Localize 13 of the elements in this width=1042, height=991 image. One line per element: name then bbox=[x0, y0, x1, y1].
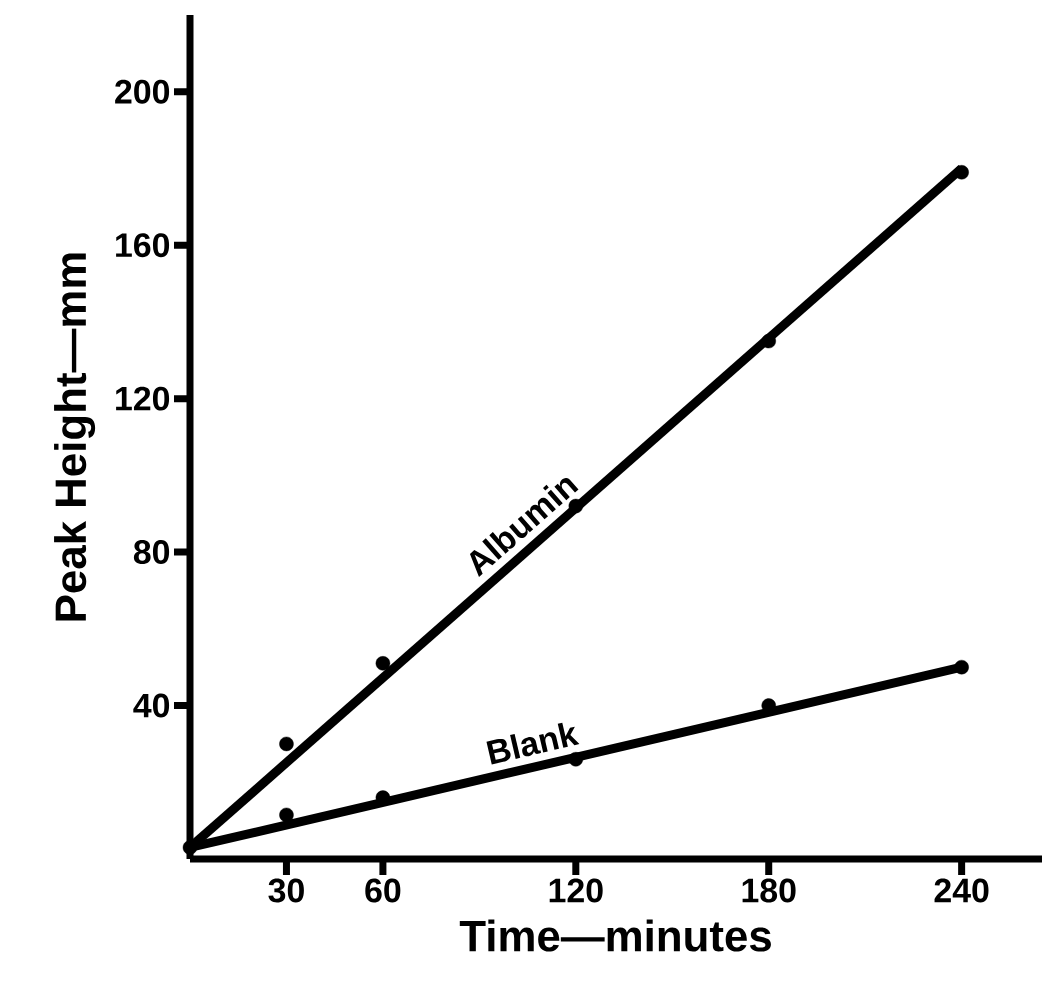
x-tick-label: 180 bbox=[742, 878, 796, 903]
y-tick-label: 80 bbox=[133, 540, 170, 565]
y-tick-label: 40 bbox=[133, 693, 170, 718]
y-tick-label: 160 bbox=[116, 233, 170, 258]
y-tick-label: 120 bbox=[116, 386, 170, 411]
x-axis-title: Time—minutes bbox=[459, 919, 771, 952]
x-tick-label: 120 bbox=[549, 878, 603, 903]
text: Blank bbox=[486, 722, 580, 765]
x-tick-label: 240 bbox=[934, 878, 989, 903]
y-axis-title: Peak Height—mm bbox=[54, 253, 96, 621]
x-tick-label: 60 bbox=[365, 878, 401, 903]
y-tick-label: 200 bbox=[115, 79, 170, 104]
x-tick-label: 30 bbox=[268, 878, 304, 903]
